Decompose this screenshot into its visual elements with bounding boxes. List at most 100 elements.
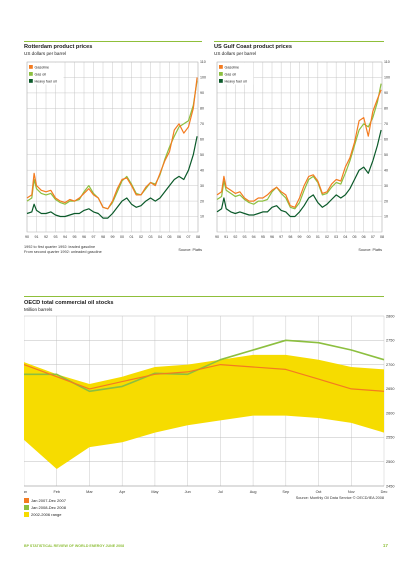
oecd-subtitle: Million barrels: [24, 307, 53, 312]
y-tick-label: 60: [200, 137, 204, 141]
gulf-chart: 90 91 92 93 94 95 96 97 98 99 00 01 02 03 04 05 06 07 08 10…: [215, 60, 390, 239]
x-tick-label: 90: [215, 235, 219, 239]
y-tick-label: 2650: [386, 387, 394, 391]
legend-swatch-2007: [24, 498, 29, 503]
x-tick-label: 01: [130, 235, 134, 239]
x-tick-label: 08: [380, 235, 384, 239]
x-tick-label: 91: [35, 235, 39, 239]
y-tick-label: 10: [200, 215, 204, 219]
x-tick-label: Sep: [282, 490, 289, 494]
y-tick-label: 80: [200, 107, 204, 111]
gulf-title: US Gulf Coast product prices: [214, 44, 293, 50]
oecd-title: OECD total commercial oil stocks: [24, 300, 114, 306]
x-tick-label: 02: [139, 235, 143, 239]
x-tick-label: 95: [73, 235, 77, 239]
rotterdam-top-rule: [24, 41, 202, 42]
y-tick-label: 50: [384, 153, 388, 157]
y-tick-label: 90: [384, 91, 388, 95]
price-legend: Gasoline Gas oil Heavy fuel oil: [27, 62, 64, 85]
x-tick-label: Nov: [348, 490, 355, 494]
x-tick-label: 92: [233, 235, 237, 239]
y-tick-label: 40: [384, 168, 388, 172]
y-tick-label: 20: [200, 199, 204, 203]
y-tick-label: 20: [384, 199, 388, 203]
legend-swatch: [219, 72, 223, 76]
y-tick-label: 30: [384, 184, 388, 188]
oecd-top-rule: [24, 296, 384, 297]
rotterdam-note-1: 1992 to first quarter 1992: leaded gasol…: [24, 245, 96, 249]
series-line-gasoline: [216, 89, 382, 208]
y-tick-label: 50: [200, 153, 204, 157]
x-tick-label: 06: [362, 235, 366, 239]
legend-swatch: [29, 65, 33, 69]
x-tick-label: 05: [353, 235, 357, 239]
rotterdam-chart: 90 91 92 93 94 95 96 97 98 99 00 01 02 03 04 05 06 07 08 10…: [25, 60, 206, 239]
legend-2007: Jan 2007-Dec 2007: [24, 497, 66, 504]
footer-publication: BP STATISTICAL REVIEW OF WORLD ENERGY JU…: [24, 544, 125, 548]
legend-swatch-range: [24, 512, 29, 517]
x-tick-label: 07: [371, 235, 375, 239]
y-tick-label: 90: [200, 91, 204, 95]
y-tick-label: 2600: [386, 411, 394, 415]
y-tick-label: 2550: [386, 436, 394, 440]
x-tick-label: 97: [92, 235, 96, 239]
x-tick-label: 98: [101, 235, 105, 239]
page-number: 17: [382, 543, 388, 548]
legend-label-2007: Jan 2007-Dec 2007: [31, 498, 66, 503]
x-tick-label: 97: [279, 235, 283, 239]
x-tick-label: 90: [25, 235, 29, 239]
legend-2008: Jan 2008-Dec 2008: [24, 504, 66, 511]
series-line-2007: [24, 363, 385, 392]
legend-label-range: 2002-2006 range: [31, 512, 62, 517]
x-tick-label: 96: [82, 235, 86, 239]
x-tick-label: Oct: [316, 490, 323, 494]
x-tick-label: 06: [177, 235, 181, 239]
legend-swatch: [29, 72, 33, 76]
y-tick-label: 110: [200, 60, 206, 64]
x-tick-label: Jul: [218, 490, 223, 494]
legend-swatch-2008: [24, 505, 29, 510]
gulf-source: Source: Platts: [358, 248, 382, 252]
x-tick-label: 91: [224, 235, 228, 239]
legend-label: Heavy fuel oil: [225, 79, 247, 83]
legend-label: Heavy fuel oil: [35, 79, 57, 83]
gulf-top-rule: [214, 41, 384, 42]
x-tick-label: Dec: [381, 490, 388, 494]
x-tick-label: 03: [149, 235, 153, 239]
x-tick-label: Aug: [250, 490, 257, 494]
x-tick-label: 99: [111, 235, 115, 239]
legend-label: Gasoline: [225, 65, 240, 69]
series-line-gas-oil: [216, 83, 382, 210]
oecd-legend: Jan 2007-Dec 2007 Jan 2008-Dec 2008 2002…: [24, 497, 66, 518]
x-tick-label: 94: [63, 235, 67, 239]
x-tick-label: 07: [187, 235, 191, 239]
x-tick-label: 03: [334, 235, 338, 239]
y-tick-label: 100: [200, 76, 206, 80]
legend-label: Gasoline: [35, 65, 50, 69]
x-tick-label: 93: [243, 235, 247, 239]
rotterdam-subtitle: US dollars per barrel: [24, 51, 67, 56]
x-tick-label: 02: [325, 235, 329, 239]
legend-label: Gas oil: [35, 72, 47, 76]
x-tick-label: May: [151, 490, 158, 494]
series-line-gasoline: [26, 77, 198, 210]
x-tick-label: 05: [168, 235, 172, 239]
x-tick-label: 08: [196, 235, 200, 239]
rotterdam-title: Rotterdam product prices: [24, 44, 93, 50]
rotterdam-note-2: From second quarter 1992: unleaded gasol…: [24, 250, 102, 254]
series-line-heavy-fuel-oil: [26, 136, 198, 219]
oecd-chart: 2450 2500 2550 2600 2650 2700 2750 2800 Jan Feb Ma…: [24, 314, 394, 494]
y-tick-label: 2800: [386, 314, 394, 318]
x-tick-label: Mar: [86, 490, 93, 494]
x-tick-label: Jun: [185, 490, 191, 494]
legend-swatch: [219, 79, 223, 83]
y-tick-label: 80: [384, 107, 388, 111]
x-tick-label: 99: [298, 235, 302, 239]
oecd-source: Source: Monthly Oil Data Service © OECD/…: [295, 496, 384, 500]
x-tick-label: 96: [270, 235, 274, 239]
y-tick-label: 70: [200, 122, 204, 126]
series-line-2008: [24, 339, 385, 393]
series-line-heavy-fuel-oil: [216, 129, 382, 218]
legend-swatch: [29, 79, 33, 83]
y-tick-label: 110: [384, 60, 390, 64]
